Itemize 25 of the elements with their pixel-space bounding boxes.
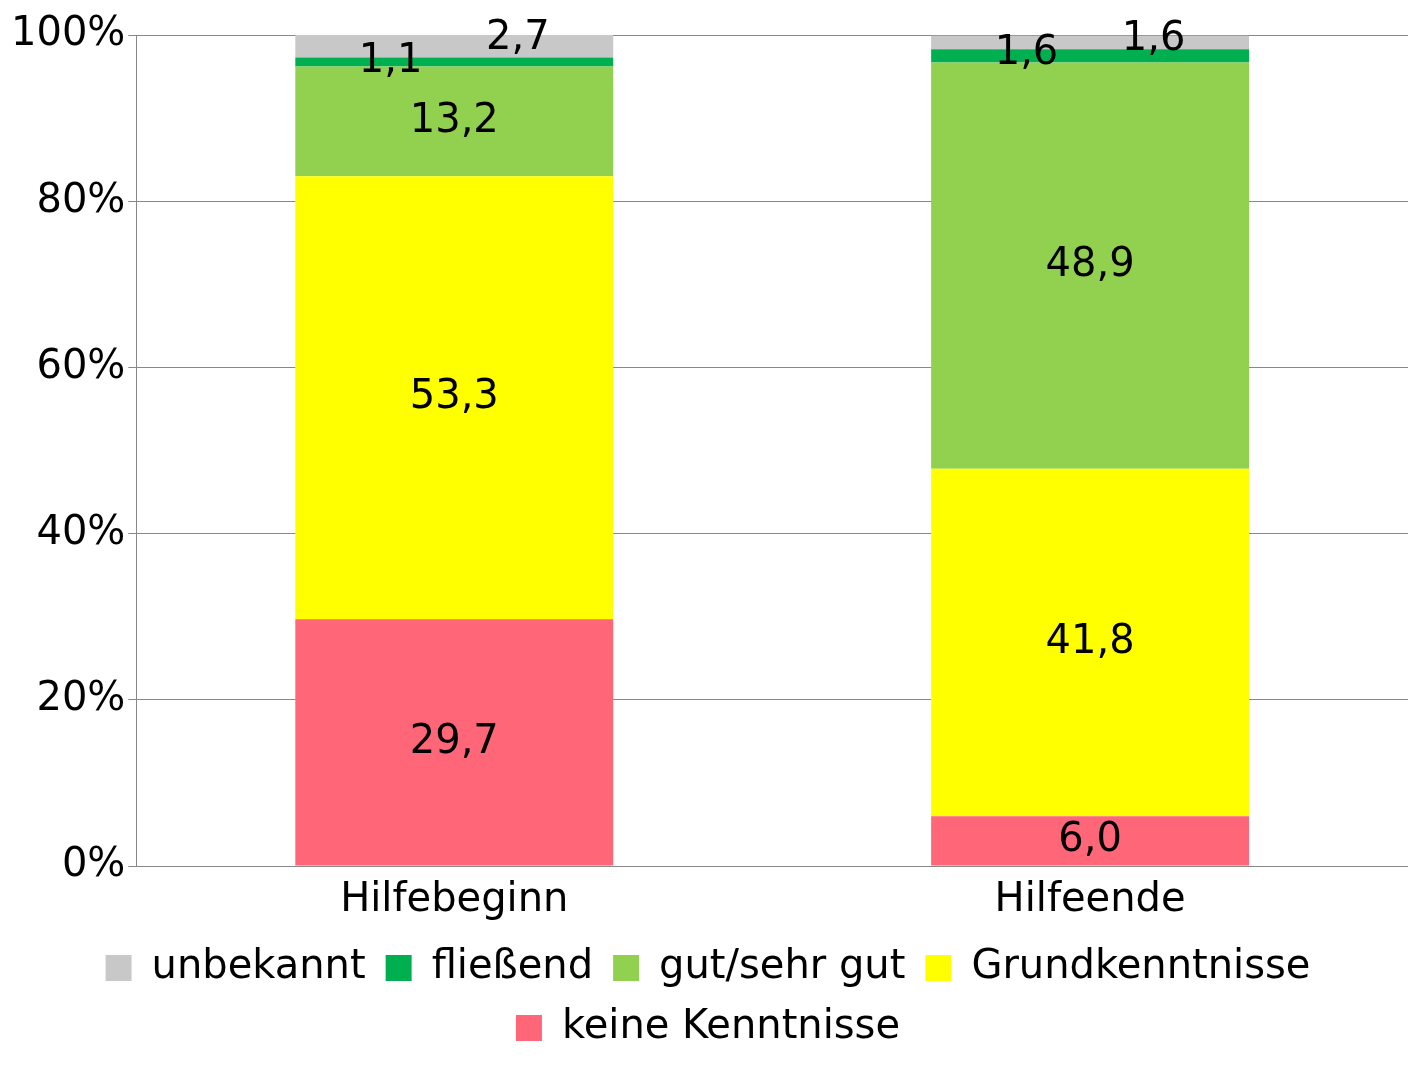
legend-label: keine Kenntnisse [561, 1001, 901, 1048]
data-label: 29,7 [409, 715, 499, 762]
data-label: 53,3 [409, 371, 499, 418]
x-tick-label: Hilfebeginn [340, 874, 569, 921]
y-tick-label: 60% [36, 340, 126, 387]
y-tick-label: 100% [11, 8, 126, 55]
y-tick-label: 40% [36, 506, 126, 553]
y-tick-label: 0% [61, 839, 126, 886]
data-label: 13,2 [409, 94, 499, 141]
data-label: 2,7 [486, 12, 550, 59]
x-tick-label: Hilfeende [994, 874, 1186, 921]
y-tick-label: 80% [36, 174, 126, 221]
legend-label: unbekannt [151, 941, 366, 988]
data-label: 6,0 [1058, 814, 1122, 861]
bar [295, 619, 614, 866]
data-label: 41,8 [1045, 615, 1135, 662]
y-tick-label: 20% [36, 673, 126, 720]
bar [931, 468, 1250, 817]
legend-label: Grundkenntnisse [971, 941, 1311, 988]
legend-label: fließend [431, 941, 594, 988]
bar [931, 816, 1250, 866]
data-label: 48,9 [1045, 238, 1135, 285]
data-label: 1,6 [1121, 13, 1186, 60]
legend-label: gut/sehr gut [659, 941, 906, 988]
bar [295, 176, 614, 620]
